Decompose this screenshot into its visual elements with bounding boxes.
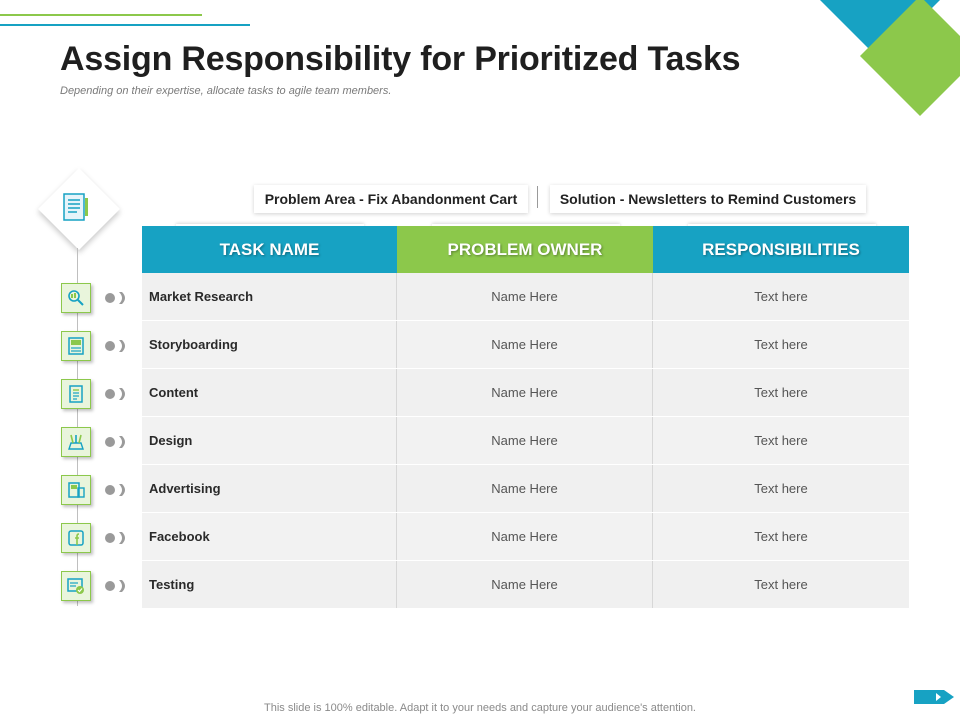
table-row: Storyboarding Name Here Text here [142, 321, 909, 369]
row-arrow-icon [105, 292, 125, 304]
solution-box: Solution - Newsletters to Remind Custome… [550, 185, 866, 213]
column-header-problem-owner: PROBLEM OWNER [397, 226, 653, 273]
slide-title: Assign Responsibility for Prioritized Ta… [60, 40, 741, 78]
header-separator [537, 186, 538, 208]
task-name-cell: Content [142, 369, 397, 416]
solution-label: Solution - Newsletters to Remind Custome… [559, 191, 857, 207]
problem-owner-cell: Name Here [397, 513, 653, 560]
task-table: TASK NAME PROBLEM OWNER RESPONSIBILITIES… [142, 226, 909, 609]
task-name-cell: Storyboarding [142, 321, 397, 368]
row-arrow-icon [105, 340, 125, 352]
row-arrow-icon [105, 580, 125, 592]
problem-area-box: Problem Area - Fix Abandonment Cart [254, 185, 528, 213]
next-arrow-icon[interactable] [914, 690, 954, 704]
corner-green-diamond [860, 0, 960, 116]
task-name-cell: Design [142, 417, 397, 464]
row-arrow-icon [105, 484, 125, 496]
task-name-cell: Facebook [142, 513, 397, 560]
design-tools-icon [61, 427, 91, 457]
task-name-cell: Advertising [142, 465, 397, 512]
task-name-cell: Testing [142, 561, 397, 608]
problem-area-label: Problem Area - Fix Abandonment Cart [264, 191, 518, 207]
document-icon [63, 193, 88, 221]
row-arrow-icon [105, 436, 125, 448]
column-header-task-name: TASK NAME [142, 226, 397, 273]
problem-owner-cell: Name Here [397, 273, 653, 320]
facebook-icon [61, 523, 91, 553]
corner-decoration [820, 0, 960, 120]
table-row: Testing Name Here Text here [142, 561, 909, 609]
footer-note: This slide is 100% editable. Adapt it to… [264, 702, 696, 714]
task-name-cell: Market Research [142, 273, 397, 320]
testing-icon [61, 571, 91, 601]
advertising-icon [61, 475, 91, 505]
responsibility-cell: Text here [754, 337, 808, 352]
table-row: Design Name Here Text here [142, 417, 909, 465]
problem-owner-cell: Name Here [397, 417, 653, 464]
table-row: Facebook Name Here Text here [142, 513, 909, 561]
problem-owner-cell: Name Here [397, 561, 653, 608]
responsibility-cell: Text here [754, 529, 808, 544]
magnifier-icon [61, 283, 91, 313]
problem-owner-cell: Name Here [397, 369, 653, 416]
responsibility-cell: Text here [754, 481, 808, 496]
row-arrow-icon [105, 388, 125, 400]
problem-owner-cell: Name Here [397, 321, 653, 368]
row-arrow-icon [105, 532, 125, 544]
table-row: Market Research Name Here Text here [142, 273, 909, 321]
responsibility-cell: Text here [754, 577, 808, 592]
responsibility-cell: Text here [754, 385, 808, 400]
table-row: Content Name Here Text here [142, 369, 909, 417]
table-body: Market Research Name Here Text here Storybo… [142, 273, 909, 609]
table-header-row: TASK NAME PROBLEM OWNER RESPONSIBILITIES [142, 226, 909, 273]
column-header-responsibilities: RESPONSIBILITIES [653, 226, 909, 273]
problem-owner-cell: Name Here [397, 465, 653, 512]
responsibility-cell: Text here [754, 289, 808, 304]
table-row: Advertising Name Here Text here [142, 465, 909, 513]
top-accent-line-blue [0, 24, 250, 26]
responsibility-cell: Text here [754, 433, 808, 448]
slide-subtitle: Depending on their expertise, allocate t… [60, 85, 392, 97]
document-icon [61, 379, 91, 409]
storyboard-icon [61, 331, 91, 361]
top-accent-line-green [0, 14, 202, 16]
